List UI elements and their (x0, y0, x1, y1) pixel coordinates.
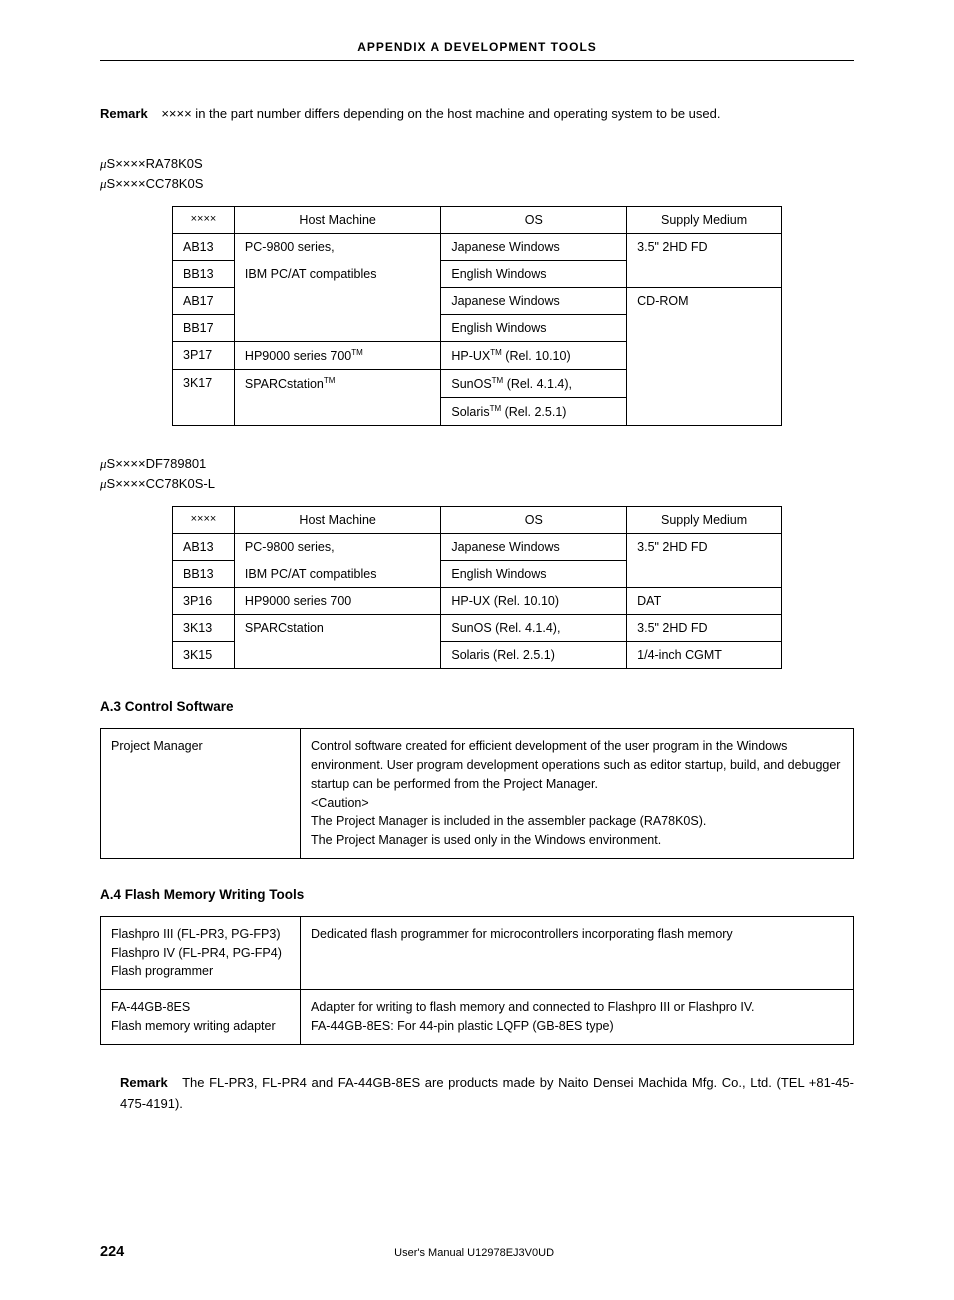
remark2-label: Remark (120, 1073, 178, 1094)
page-number: 224 (100, 1244, 124, 1260)
table-a4: Flashpro III (FL-PR3, PG-FP3) Flashpro I… (100, 916, 854, 1045)
t2-h-os: OS (441, 507, 627, 534)
t1-r5-code: 3K17 (173, 370, 235, 398)
t2-r2-code: 3P16 (173, 588, 235, 615)
t2-r2-os: HP-UX (Rel. 10.10) (441, 588, 627, 615)
t2-r0-code: AB13 (173, 534, 235, 561)
a4-r1-l3: Flash programmer (111, 962, 290, 981)
t2-r0-med: 3.5" 2HD FD (627, 534, 782, 561)
t1-h-os: OS (441, 207, 627, 234)
t1-r0-host: PC-9800 series, (234, 234, 440, 261)
t1-r5-med (627, 370, 782, 398)
t2-r4-code: 3K15 (173, 642, 235, 669)
t2-r1-code: BB13 (173, 561, 235, 588)
partnum-1b: μS××××CC78K0S (100, 176, 854, 192)
t1-r0-med: 3.5" 2HD FD (627, 234, 782, 261)
t1-h-med: Supply Medium (627, 207, 782, 234)
a3-r2: <Caution> (311, 794, 843, 813)
a3-r4: The Project Manager is used only in the … (311, 831, 843, 850)
manual-id: User's Manual U12978EJ3V0UD (124, 1247, 824, 1259)
t2-h-host: Host Machine (234, 507, 440, 534)
a4-r2-l1: FA-44GB-8ES (111, 998, 290, 1017)
t2-h-code: ×××× (173, 507, 235, 534)
a4-r2-r2: FA-44GB-8ES: For 44-pin plastic LQFP (GB… (311, 1017, 843, 1036)
t1-r1-host: IBM PC/AT compatibles (234, 261, 440, 288)
t1-r3-host (234, 315, 440, 342)
t2-r2-host: HP9000 series 700 (234, 588, 440, 615)
t1-r1-os: English Windows (441, 261, 627, 288)
t2-r1-os: English Windows (441, 561, 627, 588)
remark2-text: The FL-PR3, FL-PR4 and FA-44GB-8ES are p… (120, 1075, 854, 1111)
t1-r5-os: SunOSTM (Rel. 4.1.4), (441, 370, 627, 398)
t1-h-host: Host Machine (234, 207, 440, 234)
t2-r2-med: DAT (627, 588, 782, 615)
t2-r1-med (627, 561, 782, 588)
t1-r2-med: CD-ROM (627, 288, 782, 315)
a3-left: Project Manager (101, 729, 301, 859)
remark-2: Remark The FL-PR3, FL-PR4 and FA-44GB-8E… (100, 1073, 854, 1115)
t2-r3-os: SunOS (Rel. 4.1.4), (441, 615, 627, 642)
t1-r1-code: BB13 (173, 261, 235, 288)
t1-r3-os: English Windows (441, 315, 627, 342)
a3-right: Control software created for efficient d… (301, 729, 854, 859)
a3-r1: Control software created for efficient d… (311, 737, 843, 793)
a3-r3: The Project Manager is included in the a… (311, 812, 843, 831)
section-a4-title: A.4 Flash Memory Writing Tools (100, 887, 854, 902)
t2-r1-host: IBM PC/AT compatibles (234, 561, 440, 588)
t1-r1-med (627, 261, 782, 288)
table-1: ×××× Host Machine OS Supply Medium AB13 … (172, 206, 782, 426)
a4-r2-l2: Flash memory writing adapter (111, 1017, 290, 1036)
table-a3: Project Manager Control software created… (100, 728, 854, 859)
t1-r0-os: Japanese Windows (441, 234, 627, 261)
t2-r3-code: 3K13 (173, 615, 235, 642)
t1-r6-code (173, 398, 235, 426)
page-footer: 224 User's Manual U12978EJ3V0UD (100, 1244, 854, 1260)
t2-r4-os: Solaris (Rel. 2.5.1) (441, 642, 627, 669)
t1-r6-os: SolarisTM (Rel. 2.5.1) (441, 398, 627, 426)
t1-r2-code: AB17 (173, 288, 235, 315)
partnum-2b: μS××××CC78K0S-L (100, 476, 854, 492)
t1-r4-host: HP9000 series 700TM (234, 342, 440, 370)
part-numbers-1: μS××××RA78K0S μS××××CC78K0S (100, 156, 854, 192)
a4-r2-r1: Adapter for writing to flash memory and … (311, 998, 843, 1017)
table-2: ×××× Host Machine OS Supply Medium AB13 … (172, 506, 782, 669)
t1-r6-host (234, 398, 440, 426)
t2-r4-host (234, 642, 440, 669)
t2-r3-host: SPARCstation (234, 615, 440, 642)
a4-r1-l1: Flashpro III (FL-PR3, PG-FP3) (111, 925, 290, 944)
t1-r4-code: 3P17 (173, 342, 235, 370)
t1-r2-host (234, 288, 440, 315)
t1-r2-os: Japanese Windows (441, 288, 627, 315)
t2-h-med: Supply Medium (627, 507, 782, 534)
t1-r6-med (627, 398, 782, 426)
t1-r0-code: AB13 (173, 234, 235, 261)
t1-r4-med (627, 342, 782, 370)
partnum-2a: μS××××DF789801 (100, 456, 854, 472)
part-numbers-2: μS××××DF789801 μS××××CC78K0S-L (100, 456, 854, 492)
t1-r5-host: SPARCstationTM (234, 370, 440, 398)
a4-r1-right: Dedicated flash programmer for microcont… (301, 916, 854, 989)
a4-r2-right: Adapter for writing to flash memory and … (301, 990, 854, 1045)
remark-text: ×××× in the part number differs dependin… (161, 106, 720, 121)
section-a3-title: A.3 Control Software (100, 699, 854, 714)
partnum-1a: μS××××RA78K0S (100, 156, 854, 172)
t2-r4-med: 1/4-inch CGMT (627, 642, 782, 669)
a4-r1-left: Flashpro III (FL-PR3, PG-FP3) Flashpro I… (101, 916, 301, 989)
remark-label: Remark (100, 106, 158, 121)
t1-r3-code: BB17 (173, 315, 235, 342)
t2-r0-host: PC-9800 series, (234, 534, 440, 561)
a4-r1-l2: Flashpro IV (FL-PR4, PG-FP4) (111, 944, 290, 963)
t1-r4-os: HP-UXTM (Rel. 10.10) (441, 342, 627, 370)
t2-r3-med: 3.5" 2HD FD (627, 615, 782, 642)
a4-r2-left: FA-44GB-8ES Flash memory writing adapter (101, 990, 301, 1045)
t1-h-code: ×××× (173, 207, 235, 234)
page-header: APPENDIX A DEVELOPMENT TOOLS (100, 40, 854, 61)
t1-r3-med (627, 315, 782, 342)
t2-r0-os: Japanese Windows (441, 534, 627, 561)
remark-1: Remark ×××× in the part number differs d… (100, 106, 854, 121)
